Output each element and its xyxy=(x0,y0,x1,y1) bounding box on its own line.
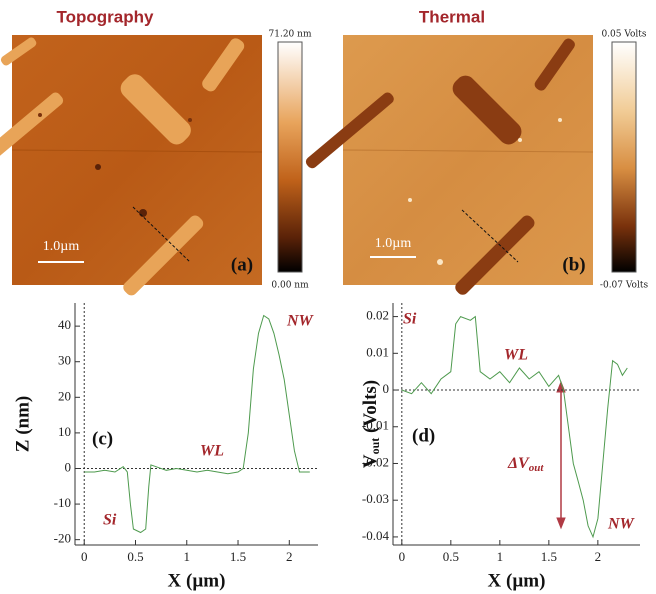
annotation: ΔVout xyxy=(507,455,544,474)
y-tick-label: 30 xyxy=(58,353,71,368)
annotation: NW xyxy=(286,313,315,330)
colorbar-max: 0.05 Volts xyxy=(601,30,646,40)
scale-bar-label: 1.0µm xyxy=(375,236,412,251)
image-title: Topography xyxy=(57,7,154,26)
delta-arrow xyxy=(556,380,566,530)
colorbar-min: -0.07 Volts xyxy=(600,281,649,291)
y-axis-label-part: out xyxy=(368,438,382,455)
panel-label: (c) xyxy=(92,428,113,449)
y-tick-label: -20 xyxy=(54,531,71,546)
x-axis-label: X (µm) xyxy=(488,570,546,591)
annotation: Si xyxy=(403,311,417,328)
y-axis-label-part: (Volts) xyxy=(360,380,381,438)
x-tick-label: 1 xyxy=(497,549,504,564)
y-tick-label: -0.03 xyxy=(362,491,389,506)
x-tick-label: 0 xyxy=(399,549,406,564)
x-tick-label: 1.5 xyxy=(230,549,246,564)
y-tick-label: 40 xyxy=(58,317,71,332)
colorbar-max: 71.20 nm xyxy=(269,30,312,40)
panel-label: (a) xyxy=(231,254,253,275)
scale-bar-label: 1.0µm xyxy=(43,239,80,254)
x-tick-label: 2 xyxy=(286,549,293,564)
colorbar xyxy=(611,41,637,273)
data-line xyxy=(401,315,628,539)
annotation: Si xyxy=(103,512,117,529)
topography-image: 1.0µm (a) xyxy=(0,35,263,296)
colorbar xyxy=(277,41,303,273)
y-tick-label: -10 xyxy=(54,495,71,510)
annotation: NW xyxy=(607,516,636,533)
x-tick-label: 1.5 xyxy=(541,549,557,564)
y-tick-label: -0.04 xyxy=(362,528,390,543)
y-axis-label-part: V xyxy=(360,454,381,468)
x-tick-label: 1 xyxy=(184,549,191,564)
y-tick-label: 10 xyxy=(58,424,71,439)
x-tick-label: 2 xyxy=(595,549,602,564)
y-tick-label: 0.02 xyxy=(366,308,389,323)
colorbar-min: 0.00 nm xyxy=(271,281,309,291)
y-tick-label: 0.01 xyxy=(366,344,389,359)
annotation: WL xyxy=(200,443,224,460)
y-axis-label: Vout (Volts) xyxy=(360,380,381,468)
x-tick-label: 0.5 xyxy=(443,549,459,564)
image-title: Thermal xyxy=(419,7,485,26)
x-tick-label: 0.5 xyxy=(127,549,143,564)
annotation: WL xyxy=(504,347,528,364)
y-tick-label: -0.01 xyxy=(362,418,389,433)
y-tick-label: 0 xyxy=(383,381,390,396)
y-axis-label: Z (nm) xyxy=(12,396,33,452)
data-line xyxy=(84,314,310,534)
x-tick-label: 0 xyxy=(81,549,88,564)
x-axis-label: X (µm) xyxy=(168,570,226,591)
panel-label: (b) xyxy=(562,254,585,275)
y-tick-label: 20 xyxy=(58,388,71,403)
thermal-image: 1.0µm (b) xyxy=(305,35,594,295)
y-tick-label: -0.02 xyxy=(362,454,389,469)
y-tick-label: 0 xyxy=(65,459,72,474)
panel-label: (d) xyxy=(412,425,435,446)
